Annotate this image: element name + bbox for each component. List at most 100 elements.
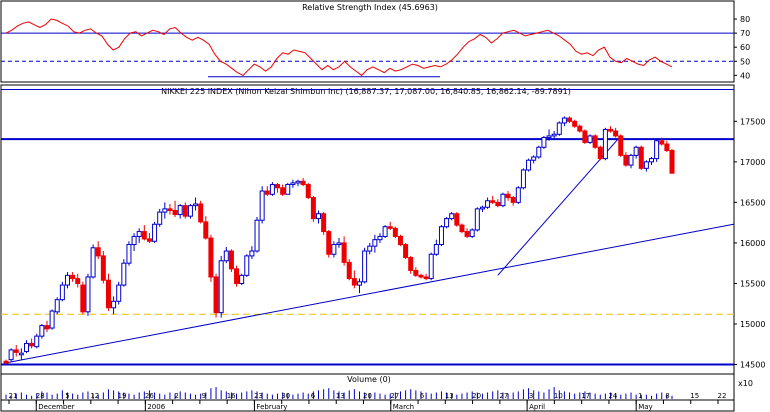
candle-body <box>500 193 506 207</box>
candle-body <box>49 310 55 329</box>
candle-body <box>551 133 557 137</box>
candle-body <box>136 231 142 237</box>
candle-body <box>592 135 598 148</box>
volume-panel-frame <box>0 373 735 401</box>
candle <box>454 212 460 227</box>
candle-body <box>515 187 521 203</box>
candle-body <box>469 229 475 237</box>
candle <box>100 251 106 284</box>
candle-body <box>300 180 306 186</box>
candle <box>654 139 660 162</box>
candle-body <box>449 213 455 220</box>
candle-body <box>90 247 96 278</box>
candle-body <box>346 261 352 280</box>
candle-body <box>623 154 629 166</box>
candle <box>659 137 665 146</box>
candle-body <box>249 250 255 257</box>
candle-body <box>608 128 614 132</box>
candle <box>572 119 578 128</box>
candle-body <box>423 276 429 280</box>
candle-body <box>177 205 183 216</box>
candle <box>80 281 86 315</box>
candle <box>356 278 362 294</box>
candle <box>39 323 45 339</box>
candle-body <box>526 159 532 171</box>
candle-body <box>326 231 332 255</box>
candle-body <box>59 284 65 301</box>
candle-body <box>223 250 229 262</box>
candle-body <box>187 205 193 217</box>
date-month-label: April <box>529 403 545 411</box>
candle-body <box>387 226 393 229</box>
date-month-label: 2006 <box>147 403 165 411</box>
date-day-label: 17 <box>581 392 590 400</box>
date-day-label: 6 <box>420 392 425 400</box>
candle <box>121 259 127 287</box>
candle <box>362 247 368 284</box>
candle-body <box>403 244 409 259</box>
price-tick-label-17500: 17500 <box>740 117 765 126</box>
candle <box>29 338 35 349</box>
candle <box>146 233 152 243</box>
candle-body <box>392 227 398 237</box>
candle-body <box>618 135 624 156</box>
candle-body <box>577 125 583 132</box>
candle <box>392 226 398 239</box>
candle-body <box>628 154 634 166</box>
candle <box>59 281 65 302</box>
candle-body <box>146 238 152 242</box>
candle <box>367 242 373 255</box>
candle <box>515 186 521 205</box>
candle <box>643 160 649 172</box>
candle <box>541 135 547 149</box>
candle <box>162 202 168 219</box>
candle-body <box>269 184 275 195</box>
date-day-label: 27 <box>499 392 508 400</box>
candle-body <box>70 274 76 280</box>
candle-body <box>490 200 496 203</box>
candle <box>280 184 286 196</box>
candle-body <box>546 135 552 139</box>
candle <box>285 182 291 195</box>
candle <box>126 241 132 266</box>
candle-body <box>54 299 60 313</box>
candle <box>75 273 81 288</box>
date-month-label: March <box>393 403 414 411</box>
candle-body <box>126 244 132 264</box>
candle <box>239 273 245 286</box>
price-reference-lines <box>1 138 734 366</box>
candle <box>259 186 265 224</box>
candle <box>228 249 234 273</box>
candle <box>556 121 562 136</box>
rsi-tick-label-40: 40 <box>740 71 750 80</box>
candle <box>423 273 429 281</box>
rsi-title: Relative Strength Index (45.6963) <box>302 3 438 12</box>
candle <box>321 212 327 235</box>
candle-body <box>341 242 347 263</box>
date-day-label: 23 <box>254 392 263 400</box>
candle-body <box>259 190 265 221</box>
candle <box>382 225 388 239</box>
candle-body <box>290 182 296 186</box>
candle <box>536 145 542 159</box>
price-panel-frame <box>0 84 735 375</box>
candle <box>49 309 55 330</box>
candle <box>198 200 204 224</box>
candle <box>305 182 311 200</box>
candle <box>587 134 593 145</box>
date-day-label: 13 <box>445 392 454 400</box>
candle <box>203 216 209 240</box>
date-day-label: 6 <box>311 392 316 400</box>
candle-body <box>172 209 178 216</box>
date-day-label: 3 <box>529 392 533 400</box>
rsi-line <box>5 18 673 77</box>
candle <box>182 202 188 219</box>
candle-body <box>198 203 204 223</box>
candle <box>167 204 173 215</box>
candle-body <box>239 274 245 284</box>
candle <box>592 134 598 149</box>
candle <box>172 200 178 217</box>
candle-body <box>152 223 158 242</box>
candle <box>90 244 96 279</box>
